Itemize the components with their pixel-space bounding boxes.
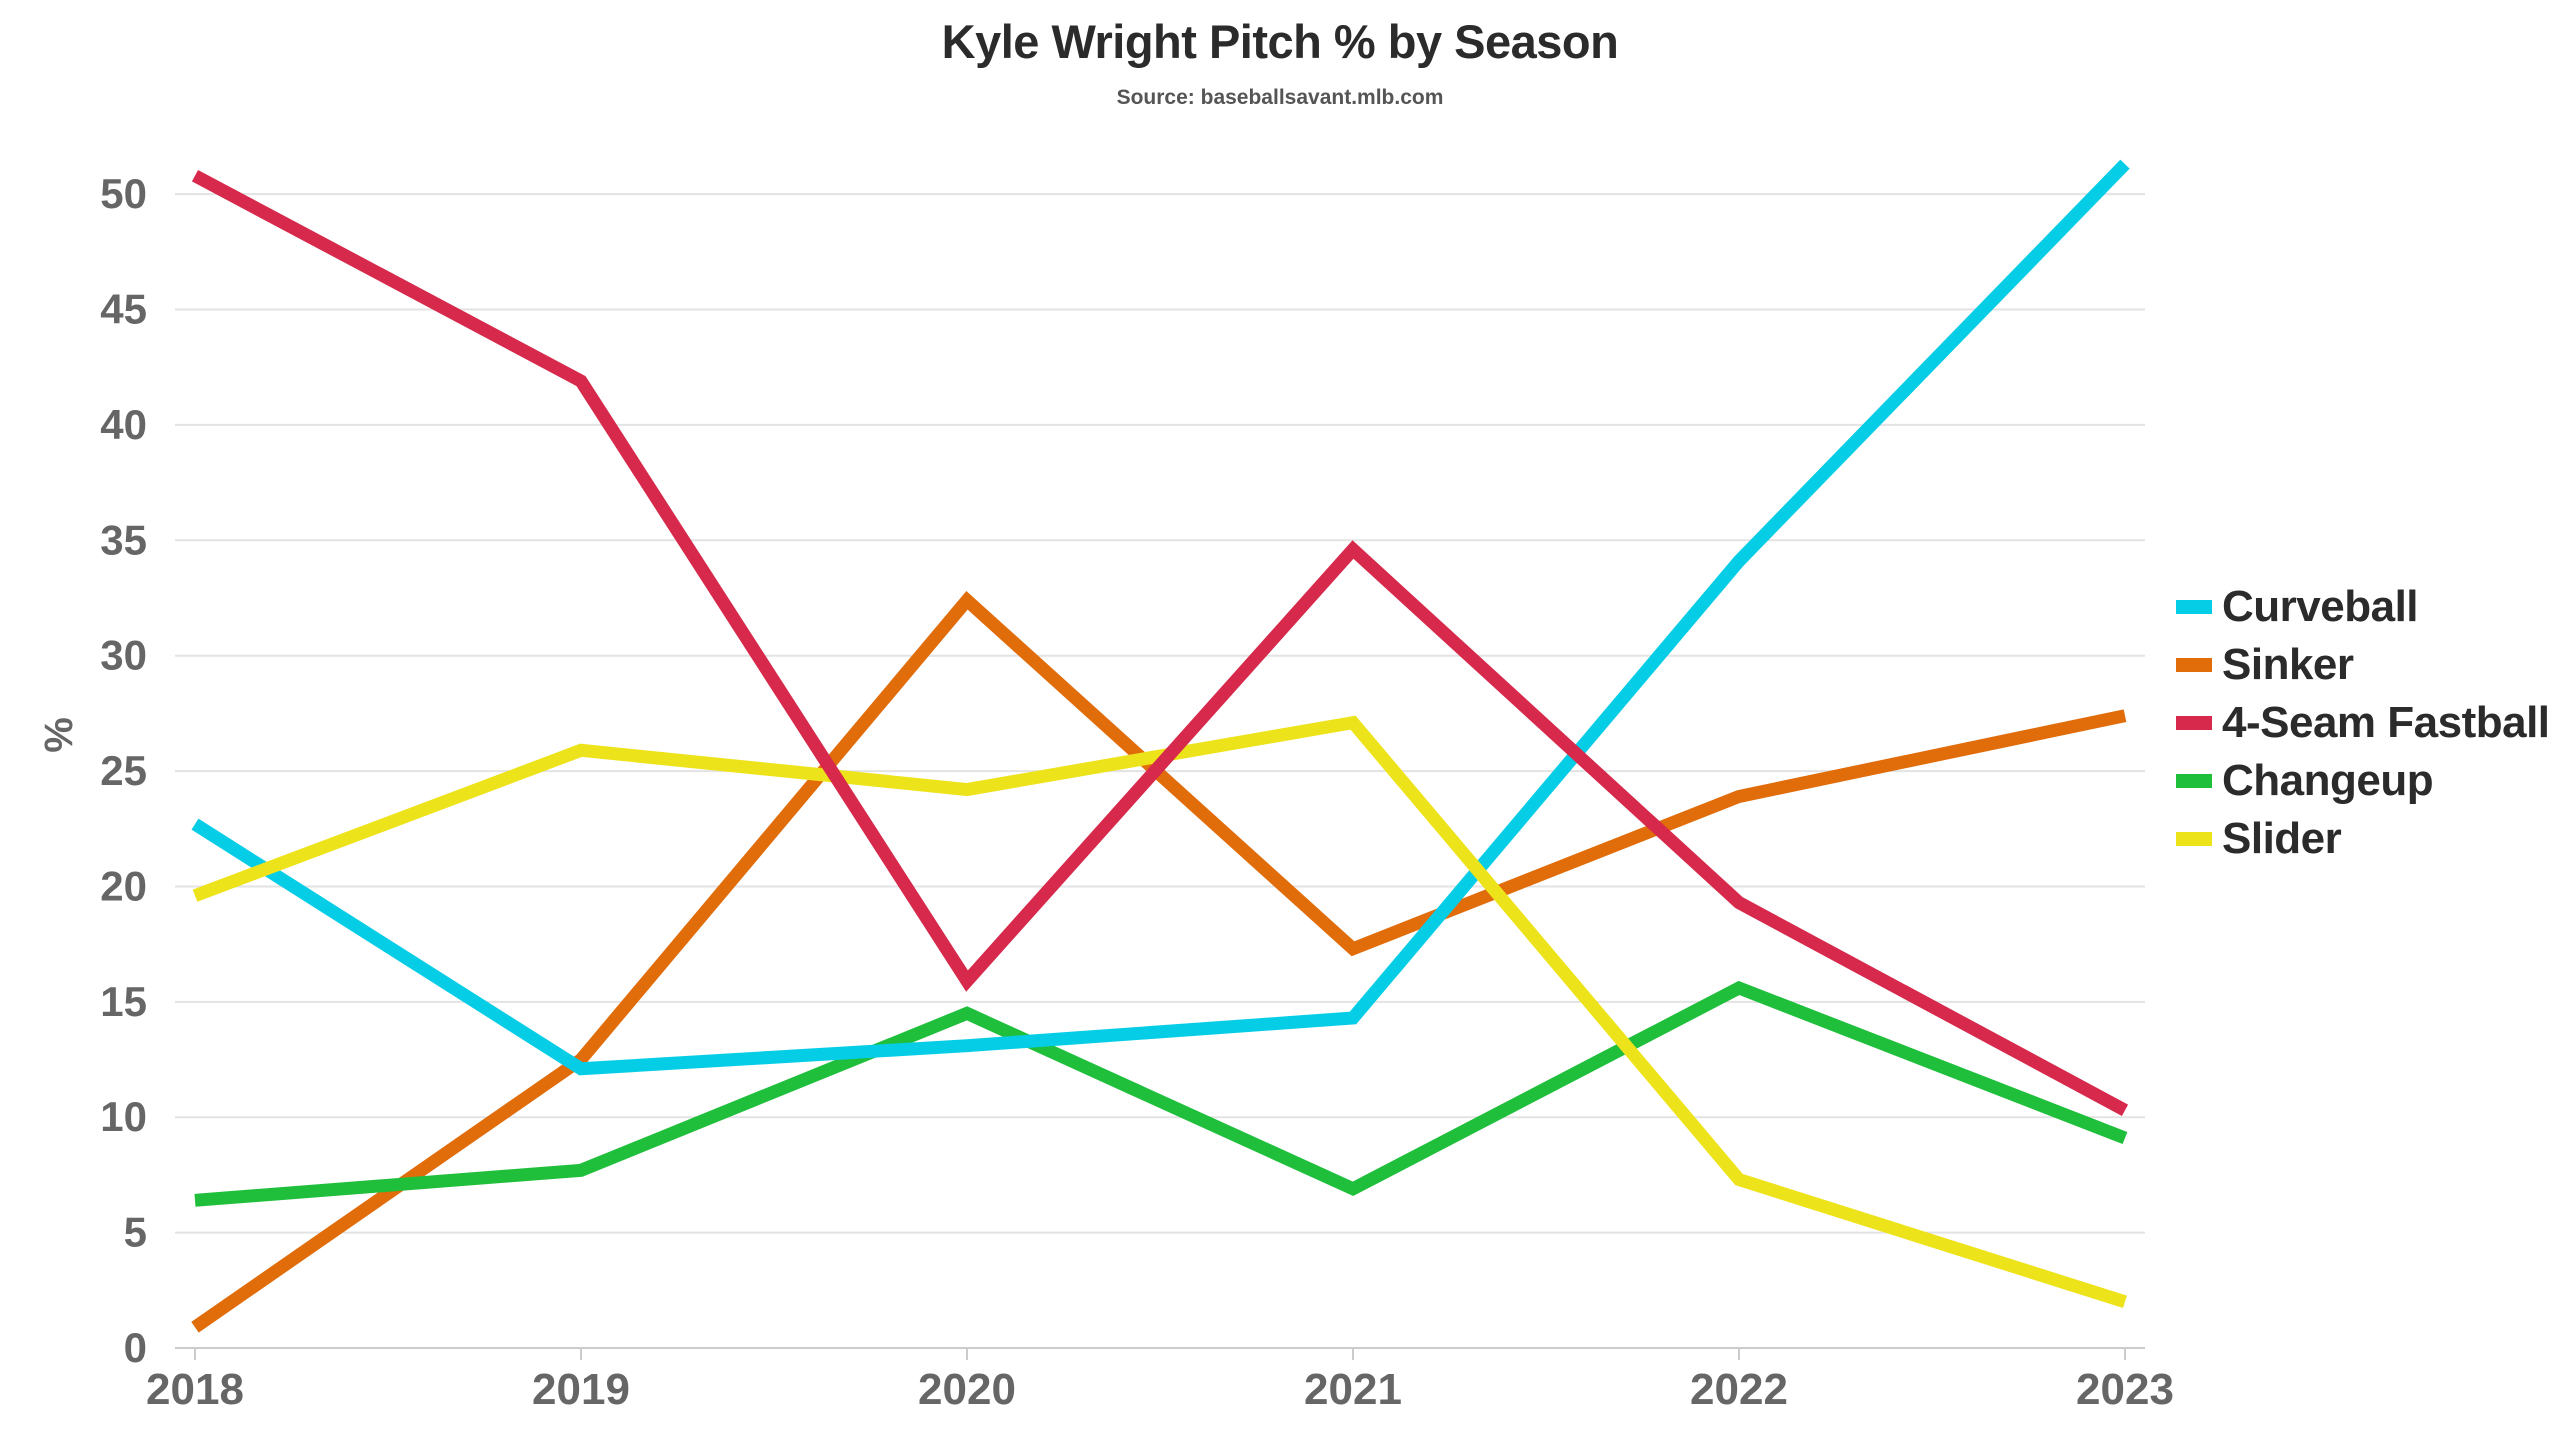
data-point bbox=[1352, 1017, 1354, 1019]
x-tick-label: 2021 bbox=[1304, 1365, 1402, 1414]
gridlines bbox=[175, 193, 2145, 1234]
data-point bbox=[2124, 1301, 2126, 1303]
legend-item: Changeup bbox=[2176, 752, 2550, 810]
data-point bbox=[966, 980, 968, 982]
y-tick-label: 45 bbox=[100, 286, 147, 333]
axes: 0 5 10 15 20 25 30 35 40 45 50 2018 2019 2020 2021 2022… bbox=[100, 170, 2174, 1414]
y-tick-label: 35 bbox=[100, 516, 147, 563]
data-point bbox=[1738, 795, 1740, 797]
x-tick-label: 2019 bbox=[532, 1365, 630, 1414]
legend-label: 4-Seam Fastball bbox=[2222, 698, 2550, 747]
legend-swatch bbox=[2176, 658, 2212, 672]
chart-title: Kyle Wright Pitch % by Season bbox=[941, 15, 1619, 68]
data-point bbox=[194, 175, 196, 177]
data-point bbox=[2124, 1137, 2126, 1139]
y-tick-label: 25 bbox=[100, 747, 147, 794]
data-point bbox=[966, 599, 968, 601]
legend-item: Sinker bbox=[2176, 636, 2550, 694]
series-lines bbox=[191, 159, 2130, 1333]
data-point bbox=[580, 1169, 582, 1171]
legend-swatch bbox=[2176, 774, 2212, 788]
data-point bbox=[580, 380, 582, 382]
data-point bbox=[194, 1326, 196, 1328]
data-point bbox=[966, 789, 968, 791]
data-point bbox=[580, 1068, 582, 1070]
series-line-changeup bbox=[194, 980, 2128, 1207]
data-point bbox=[1352, 549, 1354, 551]
series-line-sinker bbox=[191, 590, 2127, 1333]
legend-swatch bbox=[2176, 716, 2212, 730]
series-line-curveball bbox=[191, 159, 2130, 1076]
data-point bbox=[580, 749, 582, 751]
y-tick-label: 30 bbox=[100, 632, 147, 679]
x-tick-label: 2022 bbox=[1690, 1365, 1788, 1414]
legend-item: Slider bbox=[2176, 810, 2550, 868]
data-point bbox=[966, 1012, 968, 1014]
data-point bbox=[1352, 722, 1354, 724]
chart-subtitle: Source: baseballsavant.mlb.com bbox=[1116, 86, 1444, 109]
y-tick-label: 5 bbox=[124, 1209, 147, 1256]
y-tick-label: 50 bbox=[100, 170, 147, 217]
data-point bbox=[1738, 560, 1740, 562]
data-point bbox=[2124, 163, 2126, 165]
y-tick-label: 0 bbox=[124, 1324, 147, 1371]
legend-swatch bbox=[2176, 600, 2212, 614]
data-point bbox=[194, 895, 196, 897]
x-tick-label: 2018 bbox=[146, 1365, 244, 1414]
y-tick-label: 15 bbox=[100, 978, 147, 1025]
legend-label: Curveball bbox=[2222, 582, 2419, 631]
x-tick-label: 2023 bbox=[2076, 1365, 2174, 1414]
data-point bbox=[1738, 987, 1740, 989]
legend-label: Sinker bbox=[2222, 640, 2354, 689]
data-point bbox=[966, 1045, 968, 1047]
data-point bbox=[1352, 1188, 1354, 1190]
data-point bbox=[1738, 902, 1740, 904]
y-axis-label: % bbox=[37, 717, 81, 753]
series-line-4-seam-fastball bbox=[191, 169, 2129, 1117]
legend-label: Slider bbox=[2222, 814, 2342, 863]
data-point bbox=[2124, 1109, 2126, 1111]
legend: Curveball Sinker 4-Seam Fastball Changeup Sl… bbox=[2176, 578, 2550, 868]
data-point bbox=[580, 1059, 582, 1061]
data-point bbox=[194, 823, 196, 825]
legend-label: Changeup bbox=[2222, 756, 2434, 805]
data-point bbox=[1352, 948, 1354, 950]
data-point bbox=[2124, 715, 2126, 717]
data-point bbox=[194, 1199, 196, 1201]
y-tick-label: 40 bbox=[100, 401, 147, 448]
legend-item: 4-Seam Fastball bbox=[2176, 694, 2550, 752]
x-tick-label: 2020 bbox=[918, 1365, 1016, 1414]
data-point bbox=[1738, 1179, 1740, 1181]
y-tick-label: 20 bbox=[100, 862, 147, 909]
y-tick-label: 10 bbox=[100, 1093, 147, 1140]
legend-swatch bbox=[2176, 832, 2212, 846]
legend-item: Curveball bbox=[2176, 578, 2550, 636]
